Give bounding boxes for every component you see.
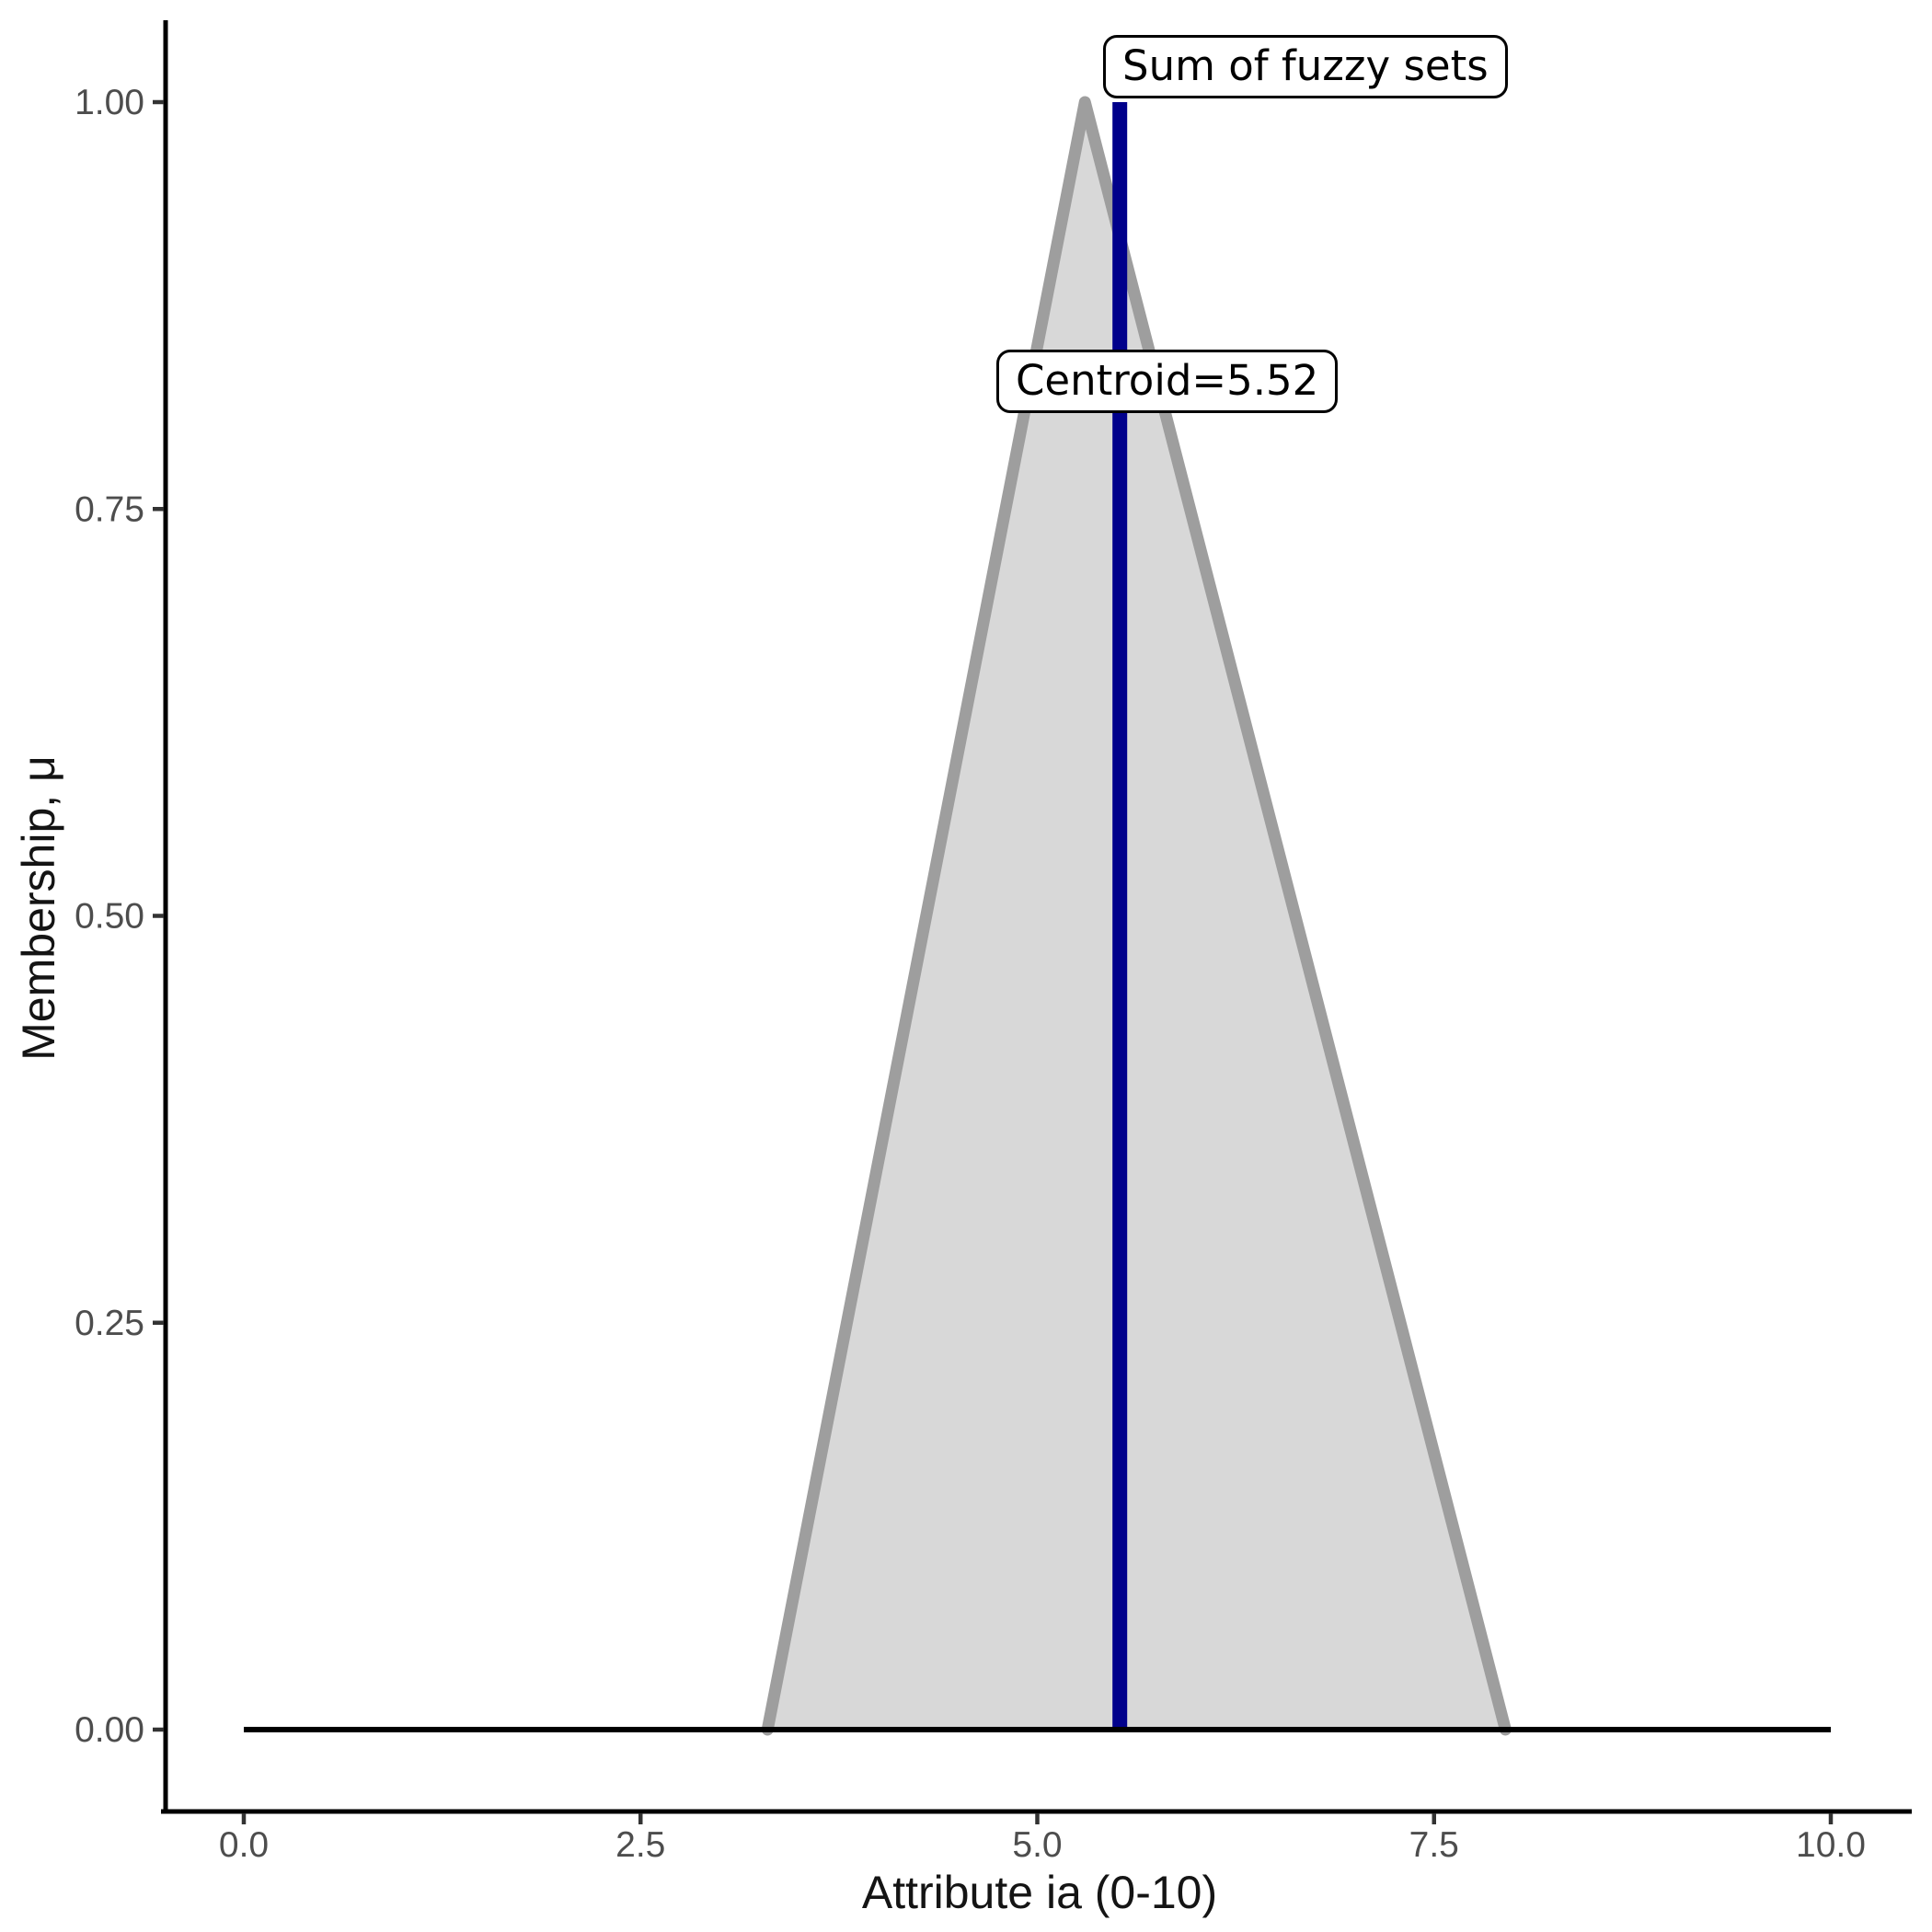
x-tick-label: 10.0: [1796, 1825, 1866, 1865]
axes: 0.0 2.5 5.0 7.5 10.0 0.00 0.25 0.50 0.75 1.00: [75, 20, 1912, 1865]
x-tick-label: 5.0: [1012, 1825, 1062, 1865]
centroid-value-label: Centroid=5.52: [996, 350, 1339, 413]
x-tick-label: 0.0: [219, 1825, 269, 1865]
x-ticks: 0.0 2.5 5.0 7.5 10.0: [219, 1813, 1866, 1865]
y-tick-label: 1.00: [75, 83, 144, 122]
fuzzy-sum-outline: [761, 96, 1512, 1736]
x-tick-label: 7.5: [1409, 1825, 1459, 1865]
y-axis-title: Membership, μ: [13, 755, 64, 1061]
sum-of-fuzzy-sets-label: Sum of fuzzy sets: [1103, 35, 1508, 98]
x-axis-title: Attribute ia (0-10): [861, 1867, 1218, 1918]
y-tick-label: 0.75: [75, 489, 144, 529]
y-tick-label: 0.50: [75, 897, 144, 937]
series-group: [244, 96, 1831, 1736]
y-ticks: 0.00 0.25 0.50 0.75 1.00: [75, 83, 164, 1750]
x-tick-label: 2.5: [615, 1825, 665, 1865]
y-tick-label: 0.25: [75, 1304, 144, 1343]
y-tick-label: 0.00: [75, 1710, 144, 1750]
fuzzy-sum-area: [767, 102, 1506, 1730]
